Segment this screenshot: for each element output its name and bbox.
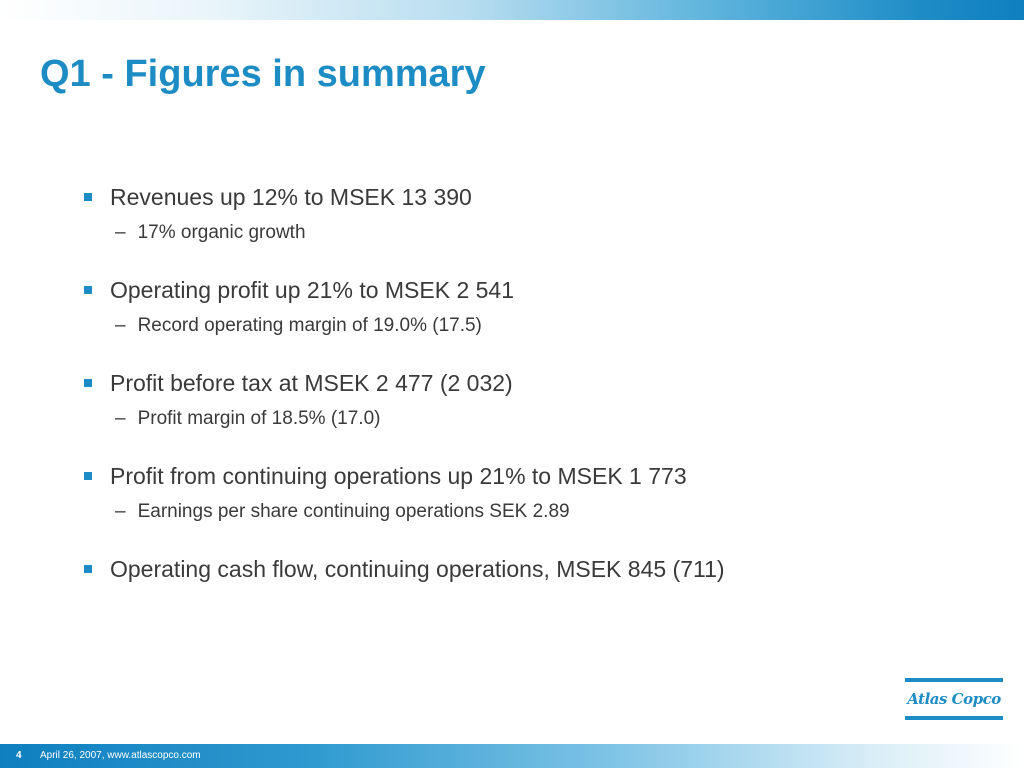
square-bullet-icon [84,193,92,201]
logo-bottom-bar [905,716,1003,720]
sub-bullet-text: Record operating margin of 19.0% (17.5) [137,315,482,336]
dash-bullet-icon: – [115,222,126,243]
sub-bullet-row: – Profit margin of 18.5% (17.0) [115,408,984,430]
bullet-list: Revenues up 12% to MSEK 13 390 – 17% org… [84,178,984,615]
bullet-item: Operating cash flow, continuing operatio… [84,550,984,588]
atlas-copco-logo: Atlas Copco [905,678,1003,720]
bullet-row: Operating profit up 21% to MSEK 2 541 [84,271,984,309]
bullet-text: Revenues up 12% to MSEK 13 390 [110,183,472,210]
dash-bullet-icon: – [115,408,126,429]
footer-text: April 26, 2007, www.atlascopco.com [40,750,201,761]
bullet-item: Operating profit up 21% to MSEK 2 541 – … [84,271,984,337]
top-header-band [0,0,1024,20]
square-bullet-icon [84,565,92,573]
sub-bullet-row: – Record operating margin of 19.0% (17.5… [115,315,984,337]
sub-bullet-text: Earnings per share continuing operations… [137,501,570,522]
bullet-item: Profit before tax at MSEK 2 477 (2 032) … [84,364,984,430]
bullet-text: Operating profit up 21% to MSEK 2 541 [110,276,515,303]
bullet-row: Profit from continuing operations up 21%… [84,457,984,495]
square-bullet-icon [84,472,92,480]
bullet-text: Operating cash flow, continuing operatio… [110,555,725,582]
slide-title: Q1 - Figures in summary [40,53,486,95]
sub-bullet-row: – Earnings per share continuing operatio… [115,501,984,523]
dash-bullet-icon: – [115,315,126,336]
footer-band: 4 April 26, 2007, www.atlascopco.com [0,744,1024,768]
sub-bullet-text: Profit margin of 18.5% (17.0) [137,408,381,429]
sub-bullet-text: 17% organic growth [137,222,306,243]
bullet-text: Profit from continuing operations up 21%… [110,462,687,489]
bullet-item: Profit from continuing operations up 21%… [84,457,984,523]
square-bullet-icon [84,286,92,294]
bullet-row: Profit before tax at MSEK 2 477 (2 032) [84,364,984,402]
page-number: 4 [16,750,22,761]
logo-top-bar [905,678,1003,682]
square-bullet-icon [84,379,92,387]
sub-bullet-row: – 17% organic growth [115,222,984,244]
bullet-text: Profit before tax at MSEK 2 477 (2 032) [110,369,513,396]
logo-text: Atlas Copco [907,690,1001,708]
bullet-item: Revenues up 12% to MSEK 13 390 – 17% org… [84,178,984,244]
bullet-row: Revenues up 12% to MSEK 13 390 [84,178,984,216]
bullet-row: Operating cash flow, continuing operatio… [84,550,984,588]
dash-bullet-icon: – [115,501,126,522]
